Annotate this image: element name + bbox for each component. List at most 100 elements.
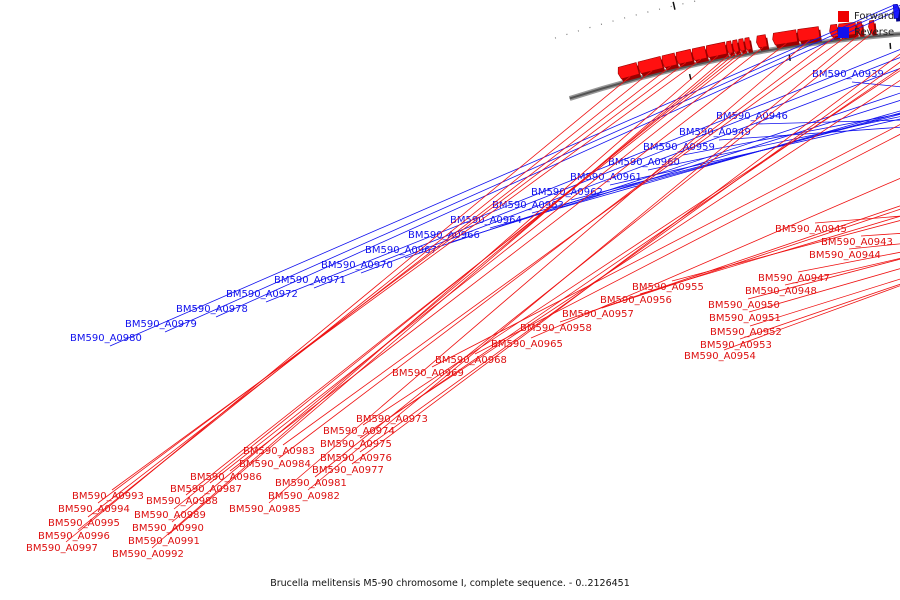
gene-arrow[interactable] <box>737 38 746 52</box>
gene-arrow[interactable] <box>731 39 740 53</box>
forward-gene-label[interactable]: BM590_A0968 <box>435 355 507 366</box>
gene-arrow[interactable] <box>661 52 678 68</box>
forward-gene-label[interactable]: BM590_A0976 <box>320 453 392 464</box>
gene-arrow[interactable] <box>796 26 821 42</box>
forward-leader-line <box>359 61 900 453</box>
gene-arrow[interactable] <box>743 37 752 51</box>
reverse-gene-label[interactable]: BM590_A0966 <box>408 230 480 241</box>
forward-gene-labels: BM590_A0943 BM590_A0944 BM590_A0945 BM590_A… <box>26 32 900 560</box>
forward-gene-label[interactable]: BM590_A0977 <box>312 465 384 476</box>
forward-leader-line <box>747 258 900 300</box>
forward-gene-label[interactable]: BM590_A0956 <box>600 295 672 306</box>
gene-arrow[interactable] <box>725 40 734 54</box>
gene-arrow[interactable] <box>772 29 798 46</box>
forward-leader-line <box>111 58 702 491</box>
gene-arrow[interactable] <box>705 41 728 58</box>
forward-gene-label[interactable]: BM590_A0945 <box>775 224 847 235</box>
forward-gene-label[interactable]: BM590_A0948 <box>745 286 817 297</box>
forward-swatch <box>838 11 849 22</box>
reverse-gene-label[interactable]: BM590_A0971 <box>274 275 346 286</box>
forward-gene-label[interactable]: BM590_A0955 <box>632 282 704 293</box>
forward-leader-line <box>860 233 900 237</box>
reverse-gene-label[interactable]: BM590_A0949 <box>679 127 751 138</box>
gene-arrow[interactable] <box>637 55 664 74</box>
reverse-leader-line <box>489 110 900 229</box>
forward-leader-line <box>395 79 900 414</box>
reverse-leader-line <box>404 92 900 259</box>
forward-leader-line <box>530 177 900 339</box>
reverse-leader-line <box>531 112 900 214</box>
chromosome-backbone <box>550 0 900 101</box>
forward-gene-label[interactable]: BM590_A0988 <box>146 496 218 507</box>
forward-gene-label[interactable]: BM590_A0987 <box>170 484 242 495</box>
gene-arrow[interactable] <box>691 45 708 61</box>
forward-gene-label[interactable]: BM590_A0996 <box>38 531 110 542</box>
forward-leader-line <box>171 51 738 523</box>
forward-gene-label[interactable]: BM590_A0994 <box>58 504 130 515</box>
forward-gene-label[interactable]: BM590_A0981 <box>275 478 347 489</box>
forward-gene-label[interactable]: BM590_A0995 <box>48 518 120 529</box>
forward-gene-label[interactable]: BM590_A0951 <box>709 313 781 324</box>
forward-gene-label[interactable]: BM590_A0992 <box>112 549 184 560</box>
forward-leader-line <box>601 208 900 309</box>
reverse-gene-label[interactable]: BM590_A0967 <box>365 245 437 256</box>
reverse-leader-line <box>570 113 900 201</box>
gene-arrow[interactable] <box>675 48 694 65</box>
forward-leader-line <box>431 124 900 368</box>
forward-gene-label[interactable]: BM590_A0965 <box>491 339 563 350</box>
forward-gene-label[interactable]: BM590_A0982 <box>268 491 340 502</box>
forward-gene-label[interactable]: BM590_A0989 <box>134 510 206 521</box>
forward-gene-label[interactable]: BM590_A0983 <box>243 446 315 457</box>
forward-gene-label[interactable]: BM590_A0997 <box>26 543 98 554</box>
forward-leader-line <box>268 39 811 504</box>
reverse-gene-label[interactable]: BM590_A0946 <box>716 111 788 122</box>
reverse-leader-line <box>215 8 900 318</box>
forward-gene-label[interactable]: BM590_A0950 <box>708 300 780 311</box>
forward-leader-line <box>749 278 900 327</box>
forward-leader-line <box>282 34 849 446</box>
reverse-leader-line <box>755 119 900 125</box>
forward-gene-label[interactable]: BM590_A0943 <box>821 237 893 248</box>
reverse-leader-line <box>313 57 900 289</box>
forward-leader-line <box>209 46 764 484</box>
forward-gene-label[interactable]: BM590_A0991 <box>128 536 200 547</box>
forward-gene-label[interactable]: BM590_A0984 <box>239 459 311 470</box>
forward-gene-label[interactable]: BM590_A0958 <box>520 323 592 334</box>
legend-forward-label: Forward <box>854 11 895 22</box>
forward-gene-label[interactable]: BM590_A0993 <box>72 491 144 502</box>
forward-leader-line <box>723 285 900 351</box>
reverse-gene-label[interactable]: BM590_A0978 <box>176 304 248 315</box>
inner-tick <box>788 54 791 62</box>
legend-reverse: Reverse <box>838 25 894 40</box>
reverse-leader-line <box>164 4 900 333</box>
reverse-gene-label[interactable]: BM590_A0960 <box>608 157 680 168</box>
reverse-gene-label[interactable]: BM590_A0961 <box>570 172 642 183</box>
reverse-gene-label[interactable]: BM590_A0959 <box>643 142 715 153</box>
forward-gene-label[interactable]: BM590_A0990 <box>132 523 204 534</box>
forward-gene-label[interactable]: BM590_A0985 <box>229 504 301 515</box>
forward-gene-label[interactable]: BM590_A0944 <box>809 250 881 261</box>
reverse-leader-line <box>109 4 896 347</box>
reverse-gene-label[interactable]: BM590_A0980 <box>70 333 142 344</box>
forward-leader-line <box>639 215 900 295</box>
gene-arrow[interactable] <box>617 62 640 80</box>
reverse-gene-label[interactable]: BM590_A0979 <box>125 319 197 330</box>
gene-arrow[interactable] <box>868 20 876 34</box>
forward-gene-label[interactable]: BM590_A0952 <box>710 327 782 338</box>
reverse-gene-label[interactable]: BM590_A0963 <box>492 200 564 211</box>
forward-gene-label[interactable]: BM590_A0969 <box>392 368 464 379</box>
forward-gene-label[interactable]: BM590_A0947 <box>758 273 830 284</box>
reverse-gene-label[interactable]: BM590_A0939 <box>812 69 884 80</box>
reverse-swatch <box>838 27 849 38</box>
forward-gene-label[interactable]: BM590_A0974 <box>323 426 395 437</box>
reverse-gene-label[interactable]: BM590_A0972 <box>226 289 298 300</box>
forward-leader-line <box>65 76 631 543</box>
forward-gene-label[interactable]: BM590_A0957 <box>562 309 634 320</box>
forward-leader-line <box>559 205 900 323</box>
forward-leader-line <box>359 67 900 439</box>
gene-arrow[interactable] <box>756 34 768 49</box>
forward-gene-label[interactable]: BM590_A0954 <box>684 351 756 362</box>
forward-gene-label[interactable]: BM590_A0973 <box>356 414 428 425</box>
forward-leader-line <box>278 36 836 459</box>
